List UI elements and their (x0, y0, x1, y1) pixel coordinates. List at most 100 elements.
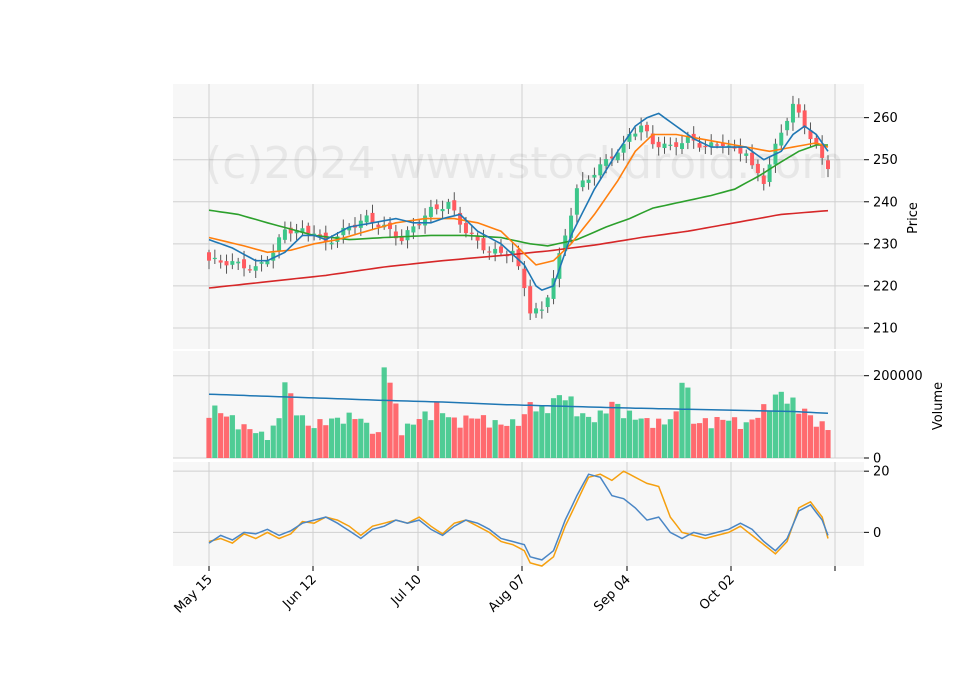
volume-bar (346, 412, 352, 458)
volume-bar (457, 427, 463, 458)
candle-body (534, 308, 539, 314)
price-tick-label: 230 (873, 237, 898, 252)
volume-bar (731, 417, 738, 458)
volume-bar (539, 406, 545, 458)
candle-body (668, 144, 673, 146)
candle-body (814, 137, 819, 145)
price-axis-label: Price (906, 202, 921, 234)
volume-bar (358, 418, 364, 458)
candle-body (452, 200, 457, 211)
volume-bar (317, 419, 323, 458)
candle-body (802, 110, 807, 128)
candle-body (218, 260, 223, 263)
price-tick-label: 260 (873, 111, 898, 126)
volume-bar (708, 428, 714, 458)
candle-body (557, 253, 562, 279)
x-tick-label: Jul 10 (388, 572, 425, 609)
volume-bar (299, 415, 306, 458)
candle-body (393, 231, 398, 239)
candle-body (715, 144, 720, 146)
candle-body (796, 104, 801, 113)
candle-body (364, 215, 369, 223)
candle-body (656, 141, 661, 148)
volume-bar (311, 428, 317, 458)
candle-body (574, 188, 579, 215)
volume-bar (428, 420, 434, 458)
candle-body (265, 261, 270, 265)
candle-body (703, 145, 708, 148)
candle-body (306, 225, 311, 234)
candle-body (785, 120, 790, 131)
volume-bar (632, 419, 638, 458)
volume-bar (790, 397, 796, 458)
volume-bar (673, 411, 679, 458)
x-tick-label: Sep 04 (591, 572, 634, 615)
volume-bar (480, 415, 487, 458)
volume-bar (258, 431, 265, 458)
candle-body (329, 242, 334, 245)
price-tick-label: 250 (873, 153, 898, 168)
volume-bar (352, 419, 358, 458)
volume-bar (282, 382, 288, 458)
volume-bar (550, 398, 557, 458)
candle-body (820, 143, 825, 158)
candle-body (388, 222, 393, 230)
volume-bar (796, 413, 802, 458)
volume-bar (218, 413, 224, 458)
candle-body (370, 212, 375, 223)
candle-body (598, 164, 603, 176)
volume-bar (802, 408, 808, 458)
candle-body (458, 212, 463, 225)
candle-body (644, 124, 649, 132)
volume-bar (562, 400, 568, 458)
volume-bar (404, 423, 411, 458)
candle-body (469, 232, 474, 234)
candle-body (411, 226, 416, 233)
candle-body (685, 135, 690, 143)
candle-body (516, 249, 521, 267)
candle-body (446, 202, 451, 209)
volume-bar (504, 425, 510, 458)
volume-bar (615, 403, 621, 458)
volume-bar (241, 424, 247, 458)
candle-body (253, 266, 258, 271)
volume-bar (469, 418, 475, 458)
x-tick-label: Aug 07 (486, 572, 529, 615)
x-tick-label: Oct 02 (697, 572, 738, 613)
candle-body (779, 132, 784, 146)
volume-bar (761, 404, 767, 458)
candle-body (417, 224, 422, 226)
candle-body (569, 215, 574, 238)
volume-bar (656, 418, 662, 458)
volume-bar (807, 415, 814, 458)
candle-body (680, 143, 685, 149)
volume-bar (463, 415, 469, 458)
volume-bar (591, 422, 598, 458)
candle-body (609, 156, 614, 159)
volume-bar (498, 424, 504, 458)
candle-body (405, 230, 410, 241)
candle-body (493, 248, 498, 254)
volume-bar (323, 425, 329, 458)
candle-body (259, 262, 264, 264)
volume-bar (737, 428, 744, 458)
candle-body (767, 164, 772, 183)
candle-body (317, 234, 322, 236)
candle-body (247, 269, 252, 271)
candle-body (528, 286, 533, 314)
candle-body (434, 204, 439, 210)
volume-bar (486, 427, 492, 458)
volume-bar (714, 417, 720, 458)
oscillator-panel-background (173, 462, 864, 566)
candle-body (481, 238, 486, 251)
volume-tick-label: 0 (873, 452, 881, 467)
volume-bar (223, 416, 230, 458)
volume-bar (545, 413, 551, 458)
candle-body (674, 142, 679, 147)
volume-bar (270, 425, 276, 458)
candle-body (498, 246, 503, 253)
candle-body (341, 227, 346, 236)
volume-bar (685, 387, 691, 458)
volume-bar (229, 415, 235, 458)
volume-bar (778, 391, 784, 458)
